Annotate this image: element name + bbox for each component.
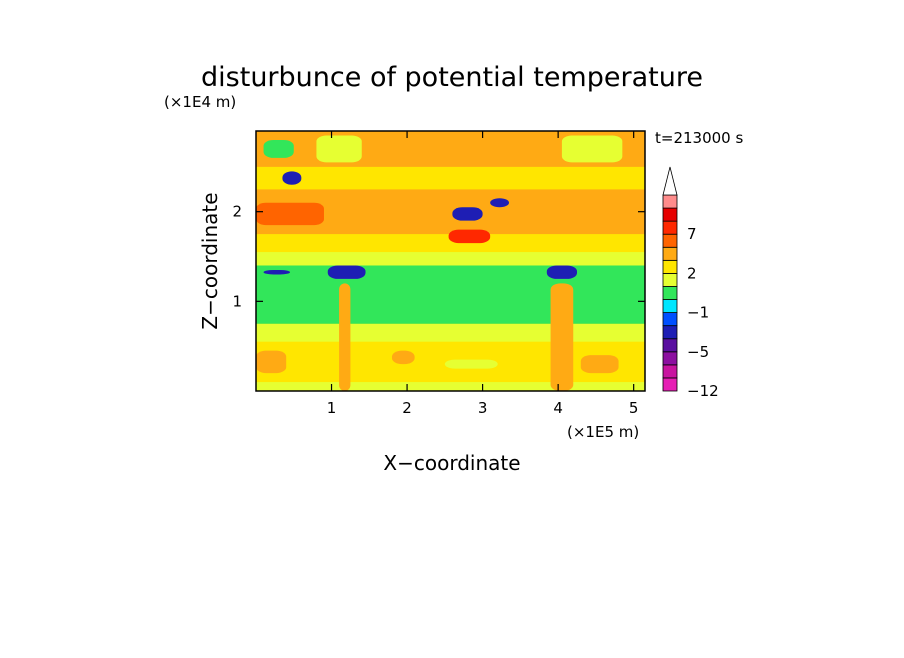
colorbar-box xyxy=(662,351,678,366)
field-region xyxy=(256,350,287,374)
colorbar-box xyxy=(662,259,678,274)
colorbar-box xyxy=(662,272,678,287)
x-axis: 1 2 3 4 5 xyxy=(327,131,639,417)
colorbar-box xyxy=(662,377,678,392)
chart-title: disturbunce of potential temperature xyxy=(201,62,703,93)
x-tick-label: 3 xyxy=(478,399,488,417)
field-region xyxy=(256,382,645,391)
z-scale-label: (×1E4 m) xyxy=(164,93,236,111)
colorbar-box xyxy=(662,299,678,313)
field-region xyxy=(561,135,623,163)
time-label: t=213000 s xyxy=(655,129,743,147)
x-tick-label: 2 xyxy=(402,399,412,417)
field-region xyxy=(546,265,578,279)
colorbar-box xyxy=(662,325,678,340)
field-region xyxy=(339,283,351,391)
field-region xyxy=(550,283,574,391)
field-region xyxy=(490,198,510,208)
x-tick-label: 4 xyxy=(553,399,563,417)
z-axis: 12 xyxy=(232,203,645,310)
field-region xyxy=(316,135,362,163)
field-region xyxy=(448,229,491,244)
colorbar-box xyxy=(662,364,678,379)
z-tick-label: 1 xyxy=(232,292,242,310)
field-region xyxy=(327,265,366,279)
colorbar-box xyxy=(662,312,678,327)
field-region xyxy=(256,252,645,266)
plot-frame xyxy=(255,130,646,392)
field-region xyxy=(256,265,645,324)
colorbar-box xyxy=(662,246,678,261)
field-region xyxy=(580,355,619,374)
x-axis-label: X−coordinate xyxy=(383,451,520,475)
colorbar-tick-label: −5 xyxy=(687,343,709,361)
colorbar-box xyxy=(662,220,678,235)
plot-field xyxy=(256,131,645,391)
field-region xyxy=(452,207,483,221)
colorbar-box xyxy=(662,286,678,300)
field-region xyxy=(263,269,290,275)
colorbar-tick-label: 2 xyxy=(687,264,697,282)
field-region xyxy=(391,350,415,365)
colorbar-tick-label: 7 xyxy=(687,225,697,243)
field-region xyxy=(444,359,498,369)
colorbar: −12−5−127 xyxy=(662,166,719,400)
colorbar-box xyxy=(662,194,678,209)
field-region xyxy=(256,166,645,190)
z-axis-label: Z−coordinate xyxy=(198,192,222,329)
x-scale-label: (×1E5 m) xyxy=(567,423,639,441)
field-region xyxy=(256,323,645,342)
field-region xyxy=(256,234,645,253)
colorbar-extend-arrow xyxy=(662,166,678,196)
field-region xyxy=(282,171,302,185)
field-region xyxy=(263,139,294,158)
x-tick-label: 5 xyxy=(629,399,639,417)
colorbar-box xyxy=(662,338,678,353)
colorbar-box xyxy=(662,207,678,222)
colorbar-tick-label: −12 xyxy=(687,382,719,400)
x-tick-label: 1 xyxy=(327,399,337,417)
colorbar-box xyxy=(662,233,678,248)
field-region xyxy=(256,202,324,226)
colorbar-tick-label: −1 xyxy=(687,304,709,322)
z-tick-label: 2 xyxy=(232,203,242,221)
